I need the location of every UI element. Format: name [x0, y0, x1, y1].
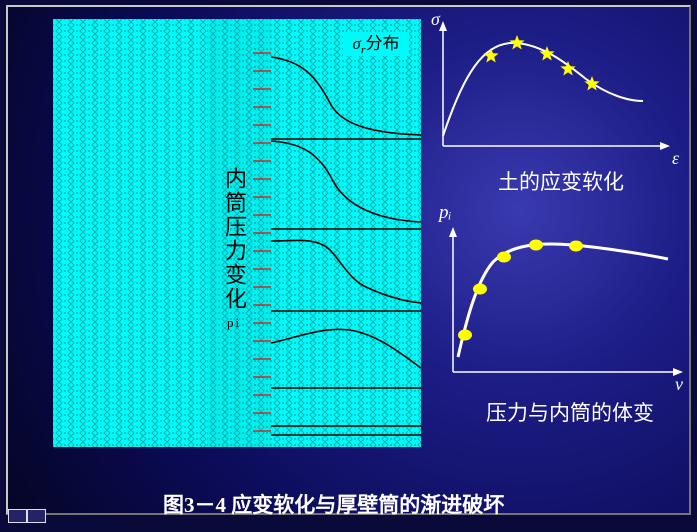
sigma-r-label: σr分布 — [343, 32, 409, 56]
chart1-xlabel: ε — [672, 148, 679, 169]
nav-prev-icon[interactable] — [8, 509, 27, 523]
center-label: 内筒压力变化pi — [224, 167, 246, 335]
chart2-xlabel: v — [675, 374, 683, 395]
stress-distributions — [271, 19, 421, 447]
chart2-title: 压力与内筒的体变 — [486, 397, 654, 427]
nav-next-icon[interactable] — [27, 509, 46, 523]
chart1-title: 土的应变软化 — [498, 166, 624, 196]
figure-caption: 图3－4 应变软化与厚壁筒的渐进破坏 — [163, 489, 504, 519]
slide: σr分布 内筒压力变化pi σ ε 土的应变软化 pᵢ v 压力与内筒的体变 图… — [6, 5, 691, 515]
chart1 — [438, 21, 676, 156]
chart2 — [448, 227, 686, 382]
chart2-ylabel: pᵢ — [439, 202, 452, 224]
